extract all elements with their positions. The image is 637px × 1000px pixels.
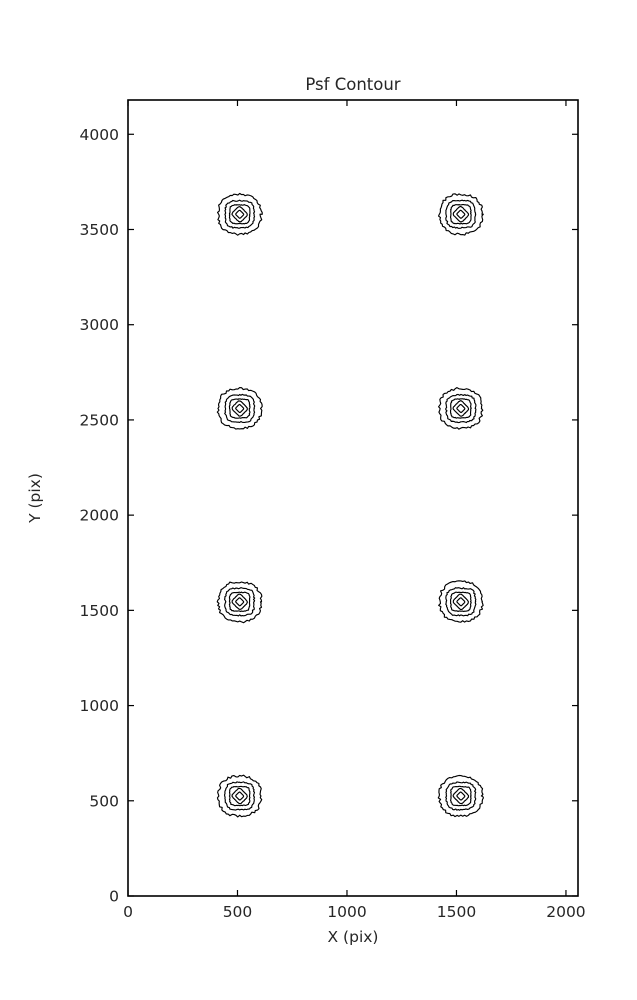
contour-ring xyxy=(452,205,470,223)
contour-ring xyxy=(235,597,245,607)
y-tick-label: 3500 xyxy=(80,221,119,239)
contour-ring xyxy=(235,209,245,219)
x-tick-label: 1000 xyxy=(327,903,366,921)
contour-ring xyxy=(452,593,469,611)
contour-ring xyxy=(216,581,263,624)
contour-ring xyxy=(445,393,477,424)
contour-ring xyxy=(223,781,256,811)
contour-ring xyxy=(449,203,472,225)
psf-contour-marker xyxy=(438,387,484,430)
contour-ring xyxy=(228,785,251,807)
y-axis-ticks: 0 500 1000 1500 2000 2500 3000 3500 4000 xyxy=(80,126,578,906)
contour-ring xyxy=(216,774,263,818)
contour-ring xyxy=(445,199,477,229)
contour-ring xyxy=(224,393,256,424)
y-tick-label: 4000 xyxy=(80,126,119,144)
psf-contour-marker xyxy=(216,581,263,624)
contour-ring xyxy=(438,580,484,623)
contour-ring xyxy=(445,587,477,617)
contour-ring xyxy=(437,774,485,818)
y-tick-label: 0 xyxy=(109,888,119,906)
contour-ring xyxy=(456,597,466,607)
contour-ring xyxy=(235,791,245,801)
x-tick-label: 500 xyxy=(223,903,253,921)
y-tick-label: 1000 xyxy=(80,697,119,715)
contour-ring xyxy=(449,591,472,613)
y-axis-label: Y (pix) xyxy=(26,473,44,524)
axes-frame xyxy=(127,99,579,897)
contour-group xyxy=(216,192,485,818)
x-tick-label: 2000 xyxy=(546,903,585,921)
contour-ring xyxy=(437,193,484,236)
psf-contour-marker xyxy=(437,193,484,236)
psf-contour-marker xyxy=(437,774,485,818)
contour-ring xyxy=(456,403,466,414)
contour-ring xyxy=(235,403,245,414)
contour-ring xyxy=(223,587,256,617)
psf-contour-marker xyxy=(216,192,263,236)
contour-ring xyxy=(449,398,472,419)
contour-ring xyxy=(456,209,466,219)
contour-ring xyxy=(452,400,470,417)
contour-ring xyxy=(228,204,251,225)
y-tick-label: 3000 xyxy=(80,316,119,334)
psf-contour-marker xyxy=(438,580,484,623)
psf-contour-marker xyxy=(216,774,263,818)
contour-ring xyxy=(452,787,470,805)
y-tick-label: 2500 xyxy=(80,411,119,429)
contour-ring xyxy=(456,791,466,801)
y-tick-label: 2000 xyxy=(80,507,119,525)
x-tick-label: 1500 xyxy=(437,903,476,921)
contour-ring xyxy=(228,398,251,419)
psf-contour-marker xyxy=(216,386,263,430)
contour-ring xyxy=(445,781,477,811)
contour-ring xyxy=(228,591,251,613)
contour-ring xyxy=(231,400,248,417)
contour-ring xyxy=(231,787,248,805)
contour-ring xyxy=(231,206,248,223)
x-tick-label: 0 xyxy=(123,903,133,921)
contour-ring xyxy=(438,387,484,430)
contour-ring xyxy=(224,199,256,229)
x-axis-label: X (pix) xyxy=(328,928,379,946)
contour-ring xyxy=(231,593,248,610)
contour-ring xyxy=(216,386,263,430)
x-axis-ticks: 0 500 1000 1500 2000 xyxy=(123,100,586,921)
y-tick-label: 1500 xyxy=(80,602,119,620)
contour-ring xyxy=(450,785,472,807)
contour-ring xyxy=(216,192,263,236)
y-tick-label: 500 xyxy=(89,792,119,810)
page-title: Psf Contour xyxy=(305,75,400,94)
